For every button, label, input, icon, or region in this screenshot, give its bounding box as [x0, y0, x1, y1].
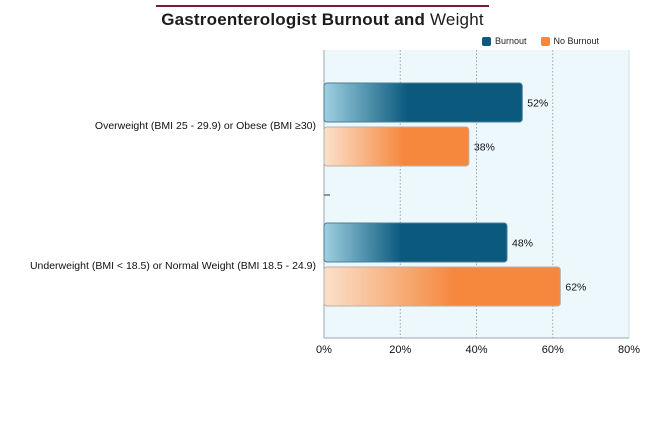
legend: Burnout No Burnout	[482, 36, 599, 46]
x-tick-label: 40%	[465, 344, 487, 356]
data-label-no-burnout-overweight: 38%	[474, 142, 495, 154]
x-tick-label: 60%	[542, 344, 564, 356]
data-label-burnout-normal-weight: 48%	[512, 238, 533, 250]
data-label-no-burnout-normal-weight: 62%	[565, 282, 586, 294]
category-label-normal-weight: Underweight (BMI < 18.5) or Normal Weigh…	[29, 260, 316, 272]
category-label-overweight: Overweight (BMI 25 - 29.9) or Obese (BMI…	[94, 120, 316, 132]
legend-label-burnout: Burnout	[495, 36, 527, 46]
legend-item-burnout: Burnout	[482, 36, 527, 46]
legend-item-no-burnout: No Burnout	[540, 36, 600, 46]
x-tick-label: 80%	[618, 344, 640, 356]
legend-label-no-burnout: No Burnout	[553, 36, 600, 46]
chart-title-light: Weight	[429, 10, 484, 29]
bar-burnout-normal-weight	[323, 222, 508, 263]
chart-title: Gastroenterologist Burnout and Weight	[0, 10, 645, 30]
legend-swatch-burnout	[482, 36, 491, 46]
bar-no-burnout-overweight	[323, 126, 470, 167]
legend-swatch-no-burnout	[540, 36, 550, 46]
x-tick-label: 20%	[389, 344, 411, 356]
title-rule	[156, 5, 489, 7]
data-label-burnout-overweight: 52%	[527, 98, 548, 110]
bar-burnout-overweight	[323, 82, 523, 123]
bar-no-burnout-normal-weight	[323, 266, 561, 307]
x-tick-label: 0%	[316, 344, 332, 356]
chart-title-bold: Gastroenterologist Burnout and	[161, 10, 426, 29]
